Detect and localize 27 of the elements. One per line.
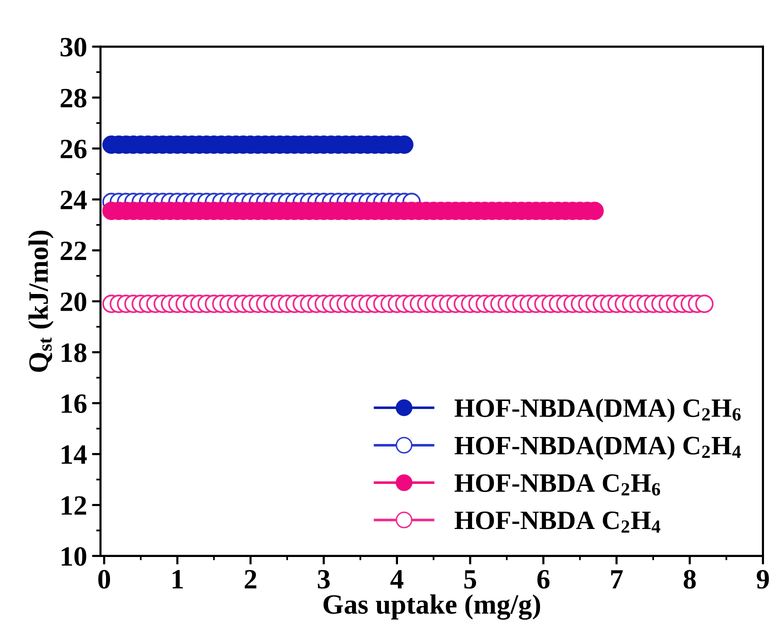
x-tick-label: 1 [172,570,183,588]
legend-label: HOF-NBDA C$_{2}$H$_{6}$ [454,474,660,496]
x-axis-title: Gas uptake (mg/g) [324,594,540,620]
x-tick-label: 4 [390,570,404,588]
x-tick-label: 9 [756,570,769,589]
y-tick-label: 12 [62,496,86,515]
legend-label: HOF-NBDA(DMA) C$_{2}$H$_{4}$ [454,436,741,460]
y-tick-label: 30 [60,38,86,57]
y-tick-label: 10 [62,547,86,566]
x-tick-label: 2 [244,570,256,588]
y-tick-label: 20 [60,292,86,312]
x-tick-label: 8 [684,570,696,589]
y-tick-label: 28 [60,88,86,108]
y-tick-label: 24 [60,190,87,210]
y-tick-label: 22 [60,242,86,260]
x-tick-label: 3 [318,570,330,589]
y-tick-label: 14 [62,445,87,464]
y-tick-label: 26 [60,140,86,158]
x-tick-label: 0 [98,570,110,589]
y-axis-title: Q$_{st}$ (kJ/mol) [28,230,54,372]
legend-label: HOF-NBDA(DMA) C$_{2}$H$_{6}$ [454,398,741,422]
y-tick-label: 18 [62,343,86,362]
x-tick-label: 6 [537,570,550,589]
x-tick-label: 7 [611,570,623,588]
legend-label: HOF-NBDA C$_{2}$H$_{4}$ [454,512,660,533]
y-tick-label: 16 [62,394,86,414]
x-tick-label: 5 [464,570,476,589]
